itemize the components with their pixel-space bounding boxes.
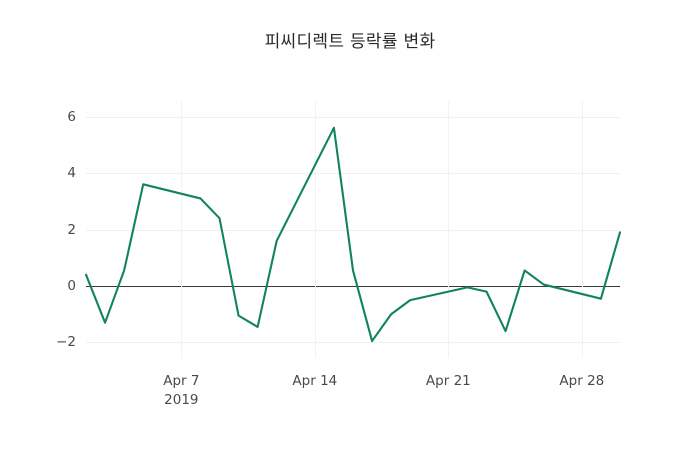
y-axis-tick-label: 4: [67, 165, 76, 182]
x-axis-tick-label-primary: Apr 7: [163, 373, 200, 389]
series-line-chart: [84, 126, 622, 343]
y-axis-tick-label: 2: [67, 221, 76, 238]
y-axis-tick-label: 6: [67, 108, 76, 125]
x-axis-tick-label-year: 2019: [164, 392, 199, 408]
x-axis-tick-label-primary: Apr 28: [559, 373, 605, 389]
y-axis-tick-label: −2: [56, 334, 76, 351]
x-axis-tick-label: Apr 21: [388, 372, 508, 391]
gridline-horizontal: [86, 173, 620, 175]
gridline-vertical: [448, 101, 450, 358]
gridline-vertical: [314, 101, 316, 358]
x-axis-tick-label-primary: Apr 21: [425, 373, 471, 389]
x-axis-tick-label-primary: Apr 14: [292, 373, 338, 389]
y-axis-tick-label: 0: [67, 277, 76, 294]
zero-baseline: [86, 285, 620, 287]
chart-title: 피씨디렉트 등락률 변화: [264, 32, 436, 52]
x-axis-tick-label: Apr 7 2019: [121, 372, 241, 410]
gridline-horizontal: [86, 116, 620, 118]
gridline-vertical: [181, 101, 183, 358]
gridline-vertical: [581, 101, 583, 358]
series-line-등락률: [84, 126, 622, 343]
x-axis-tick-label: Apr 14: [255, 372, 375, 391]
gridline-horizontal: [86, 342, 620, 344]
plot-area: [84, 101, 622, 358]
gridline-horizontal: [86, 229, 620, 231]
x-axis-tick-label: Apr 28: [522, 372, 642, 391]
